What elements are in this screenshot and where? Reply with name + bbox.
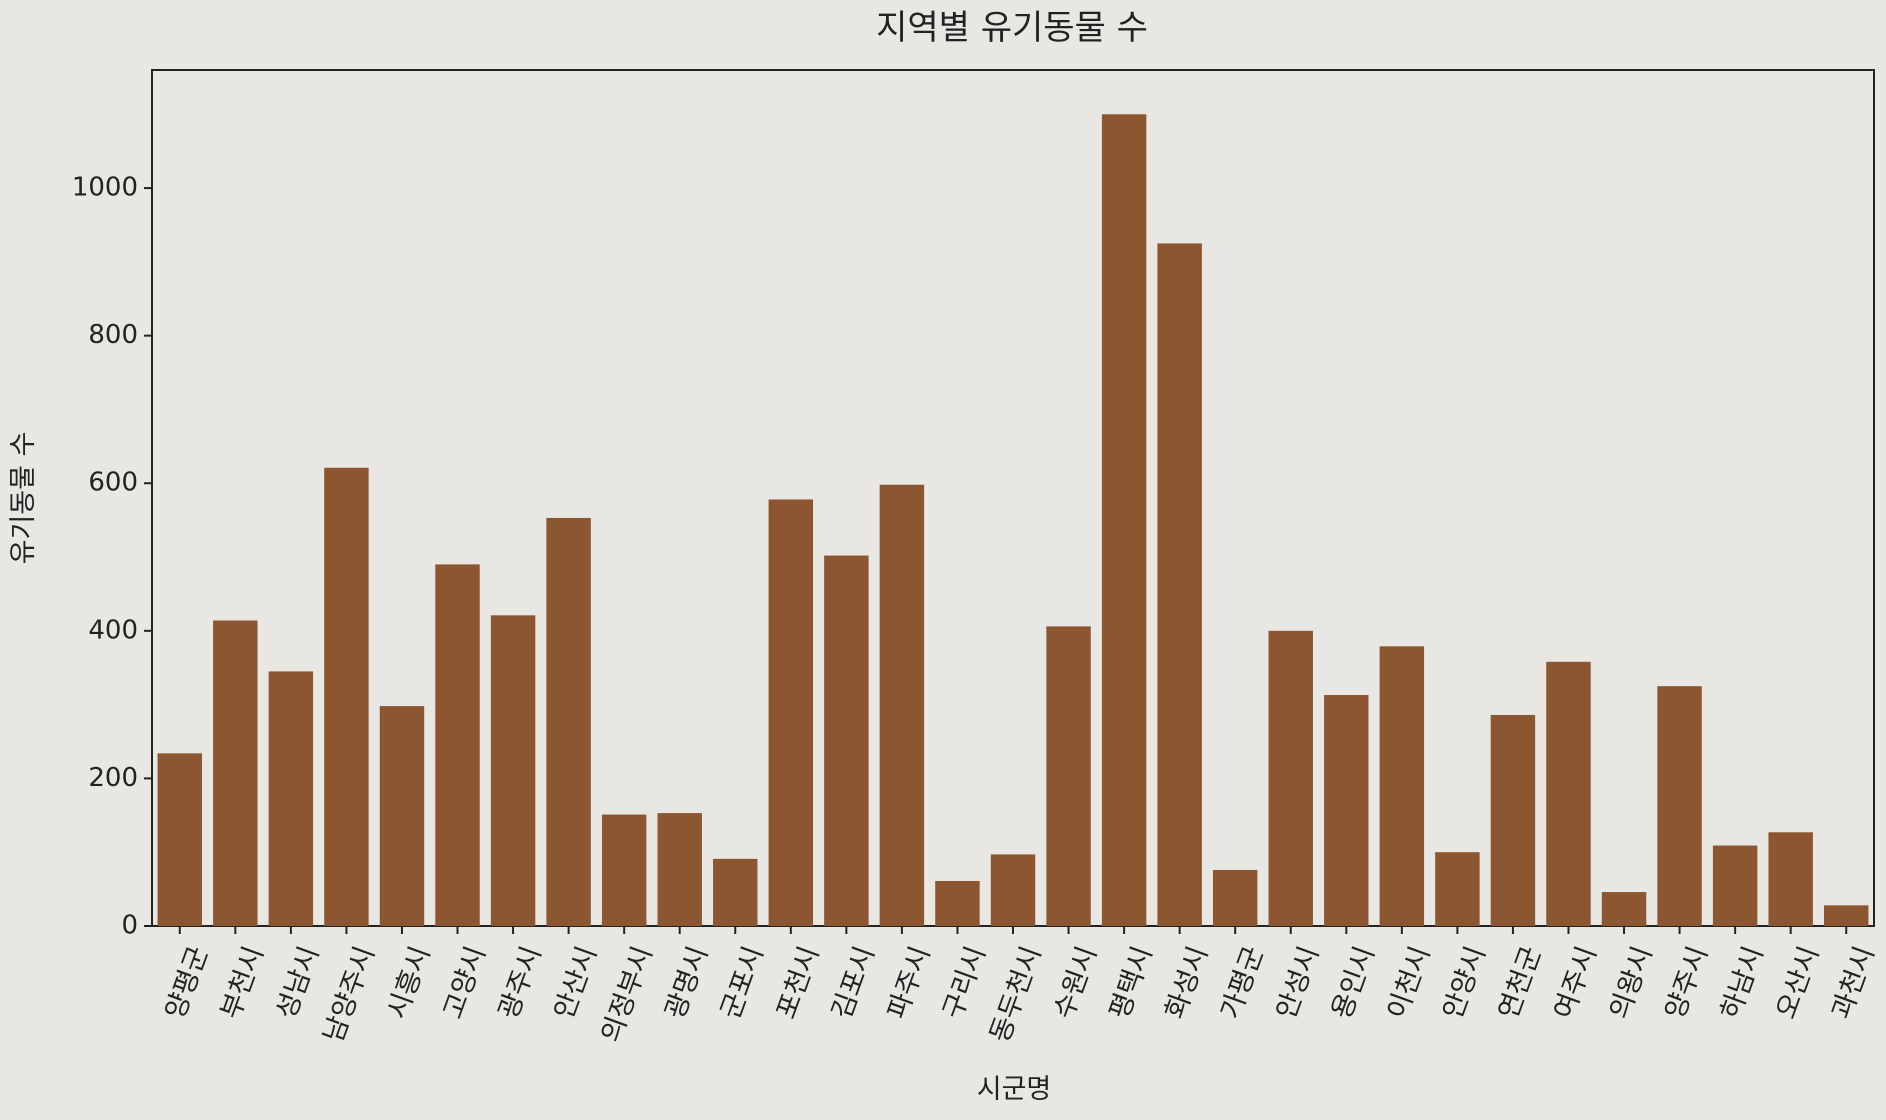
x-tick-label: 용인시 bbox=[1326, 942, 1381, 1023]
x-tick-label: 과천시 bbox=[1826, 942, 1881, 1023]
y-tick-label: 800 bbox=[88, 320, 138, 350]
x-tick-label: 군포시 bbox=[715, 942, 770, 1023]
x-tick-label: 광주시 bbox=[493, 942, 548, 1023]
bar-동두천시 bbox=[990, 854, 1036, 926]
x-tick-label: 구리시 bbox=[937, 942, 992, 1023]
bar-시흥시 bbox=[379, 706, 425, 926]
bar-고양시 bbox=[435, 564, 480, 926]
x-tick-label: 안산시 bbox=[549, 942, 604, 1023]
bar-광주시 bbox=[490, 615, 536, 926]
bar-양주시 bbox=[1657, 686, 1702, 926]
x-tick-label: 성남시 bbox=[271, 942, 326, 1023]
bar-수원시 bbox=[1046, 626, 1091, 926]
bar-안양시 bbox=[1435, 852, 1480, 926]
x-tick-label: 가평군 bbox=[1215, 942, 1270, 1023]
bar-구리시 bbox=[935, 880, 980, 926]
bars-group bbox=[157, 114, 1869, 926]
x-tick-label: 수원시 bbox=[1049, 942, 1104, 1023]
bar-김포시 bbox=[824, 555, 869, 926]
x-tick-label: 여주시 bbox=[1548, 942, 1603, 1023]
y-tick-label: 0 bbox=[121, 911, 138, 941]
x-tick-label: 양평군 bbox=[160, 942, 215, 1023]
x-tick-label: 포천시 bbox=[771, 942, 826, 1023]
x-tick-label: 양주시 bbox=[1660, 942, 1715, 1023]
bar-과천시 bbox=[1824, 905, 1869, 926]
chart-title: 지역별 유기동물 수 bbox=[876, 8, 1148, 48]
bar-하남시 bbox=[1712, 845, 1758, 926]
x-tick-label: 이천시 bbox=[1382, 942, 1437, 1023]
bar-군포시 bbox=[713, 858, 758, 926]
bar-부천시 bbox=[213, 620, 258, 926]
bar-안산시 bbox=[546, 517, 591, 926]
x-tick-label: 부천시 bbox=[215, 942, 270, 1023]
bar-화성시 bbox=[1157, 243, 1202, 926]
bar-여주시 bbox=[1546, 661, 1591, 926]
x-tick-label: 시흥시 bbox=[382, 942, 437, 1023]
x-tick-label: 의왕시 bbox=[1604, 942, 1659, 1023]
y-tick-label: 1000 bbox=[72, 173, 138, 203]
y-tick-label: 200 bbox=[88, 763, 138, 793]
x-tick-label: 의정부시 bbox=[596, 942, 659, 1046]
x-tick-label: 광명시 bbox=[660, 942, 715, 1023]
x-tick-label: 남양주시 bbox=[318, 942, 381, 1046]
x-tick-label: 오산시 bbox=[1771, 942, 1826, 1023]
bar-성남시 bbox=[268, 671, 314, 926]
y-tick-label: 600 bbox=[88, 468, 138, 498]
y-tick-label: 400 bbox=[88, 615, 138, 645]
bar-평택시 bbox=[1101, 114, 1147, 926]
bar-의왕시 bbox=[1601, 892, 1647, 926]
x-tick-label: 김포시 bbox=[826, 942, 881, 1023]
bar-연천군 bbox=[1490, 714, 1536, 926]
x-axis-title: 시군명 bbox=[977, 1074, 1052, 1105]
bar-의정부시 bbox=[601, 814, 647, 926]
y-axis-title: 유기동물 수 bbox=[8, 432, 39, 565]
bar-파주시 bbox=[879, 484, 925, 926]
x-tick-label: 평택시 bbox=[1104, 942, 1159, 1023]
bar-가평군 bbox=[1212, 869, 1258, 926]
x-tick-label: 연천군 bbox=[1493, 942, 1548, 1023]
bar-광명시 bbox=[657, 813, 702, 926]
bar-오산시 bbox=[1768, 832, 1813, 926]
x-tick-label: 동두천시 bbox=[985, 942, 1048, 1046]
x-tick-label: 안성시 bbox=[1271, 942, 1326, 1023]
bar-양평군 bbox=[157, 753, 202, 926]
x-tick-label: 안양시 bbox=[1437, 942, 1492, 1023]
x-tick-label: 파주시 bbox=[882, 942, 937, 1023]
x-tick-label: 고양시 bbox=[438, 942, 493, 1023]
bar-남양주시 bbox=[324, 467, 369, 926]
bar-안성시 bbox=[1268, 630, 1313, 926]
x-tick-label: 하남시 bbox=[1715, 942, 1770, 1023]
x-tick-label: 화성시 bbox=[1160, 942, 1215, 1023]
bar-용인시 bbox=[1324, 695, 1369, 926]
bar-이천시 bbox=[1379, 646, 1425, 926]
bar-포천시 bbox=[768, 499, 814, 926]
y-axis: 0 200 400 600 800 1000 bbox=[72, 173, 152, 941]
